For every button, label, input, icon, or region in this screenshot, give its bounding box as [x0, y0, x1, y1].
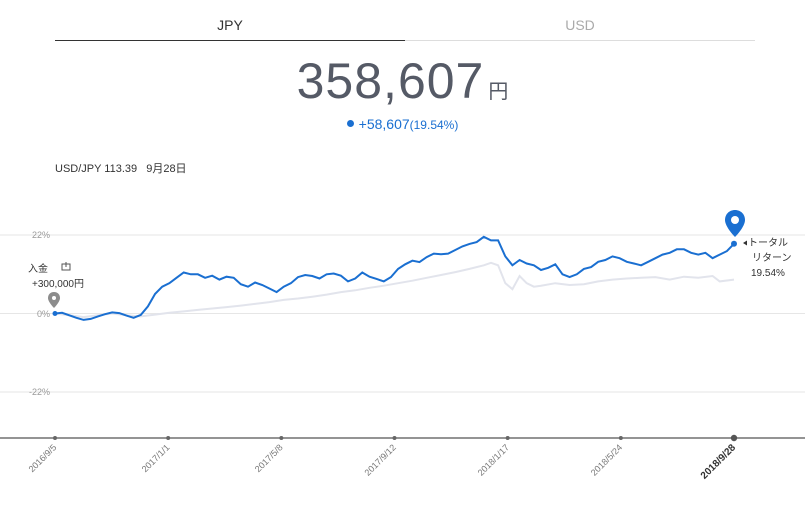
y-tick-label-zero: 0%: [37, 309, 50, 319]
total-amount-value: 358,607: [296, 53, 485, 109]
deposit-icon: [61, 262, 71, 271]
deposit-label: 入金: [28, 262, 48, 275]
y-tick-label-bottom: -22%: [29, 387, 50, 397]
exchange-rate: USD/JPY 113.39 9月28日: [55, 160, 193, 176]
currency-tabs: JPY USD: [55, 10, 755, 41]
total-amount-unit: 円: [488, 81, 509, 103]
x-axis-ticks: 2016/9/5 2017/1/1 2017/5/8 2017/9/12 2018/1/…: [27, 434, 739, 482]
change-percent: (19.54%): [409, 118, 459, 132]
total-return-label-line1: トータル: [748, 237, 788, 249]
x-tick-label: 2018/1/17: [476, 442, 511, 477]
pointer-triangle-icon: [743, 240, 747, 246]
grid: [0, 234, 805, 393]
x-tick-dot: [392, 436, 397, 440]
deposit-annotation: 入金 +300,000円: [28, 262, 84, 316]
x-tick-dot: [53, 436, 57, 440]
deposit-start-point: [52, 311, 58, 316]
series-line-total-return: [54, 235, 735, 321]
x-tick-label: 2018/9/28: [699, 442, 739, 482]
series-line-benchmark: [54, 261, 735, 319]
x-tick-label: 2017/9/12: [363, 442, 398, 477]
total-amount: 358,607 円: [0, 52, 805, 110]
deposit-pin-icon: [48, 292, 60, 308]
x-tick-dot: [279, 436, 284, 440]
total-return-label-line2: リターン: [752, 252, 792, 264]
exchange-rate-label: USD/JPY 113.39: [55, 163, 138, 175]
change-amount: +58,607: [358, 116, 410, 132]
y-tick-label-top: 22%: [32, 230, 50, 240]
x-tick-label: 2017/1/1: [140, 442, 172, 474]
total-return-value: 19.54%: [751, 268, 785, 279]
x-tick-dot: [166, 436, 171, 440]
x-tick-label: 2018/5/24: [589, 442, 624, 477]
deposit-amount: +300,000円: [32, 279, 84, 290]
tab-usd[interactable]: USD: [405, 10, 755, 41]
x-tick-label: 2016/9/5: [27, 442, 59, 474]
exchange-rate-date: 9月28日: [146, 163, 187, 175]
end-point: [731, 240, 737, 247]
x-tick-dot: [618, 436, 623, 440]
change-dot-icon: [346, 119, 354, 127]
tab-jpy[interactable]: JPY: [55, 10, 405, 41]
x-tick-dot: [505, 436, 510, 440]
change-row: +58,607(19.54%): [0, 116, 805, 132]
x-tick-dot: [730, 434, 738, 442]
end-marker: トータル リターン 19.54%: [725, 210, 792, 279]
x-tick-label: 2017/5/8: [253, 442, 285, 474]
location-pin-icon: [725, 210, 745, 237]
